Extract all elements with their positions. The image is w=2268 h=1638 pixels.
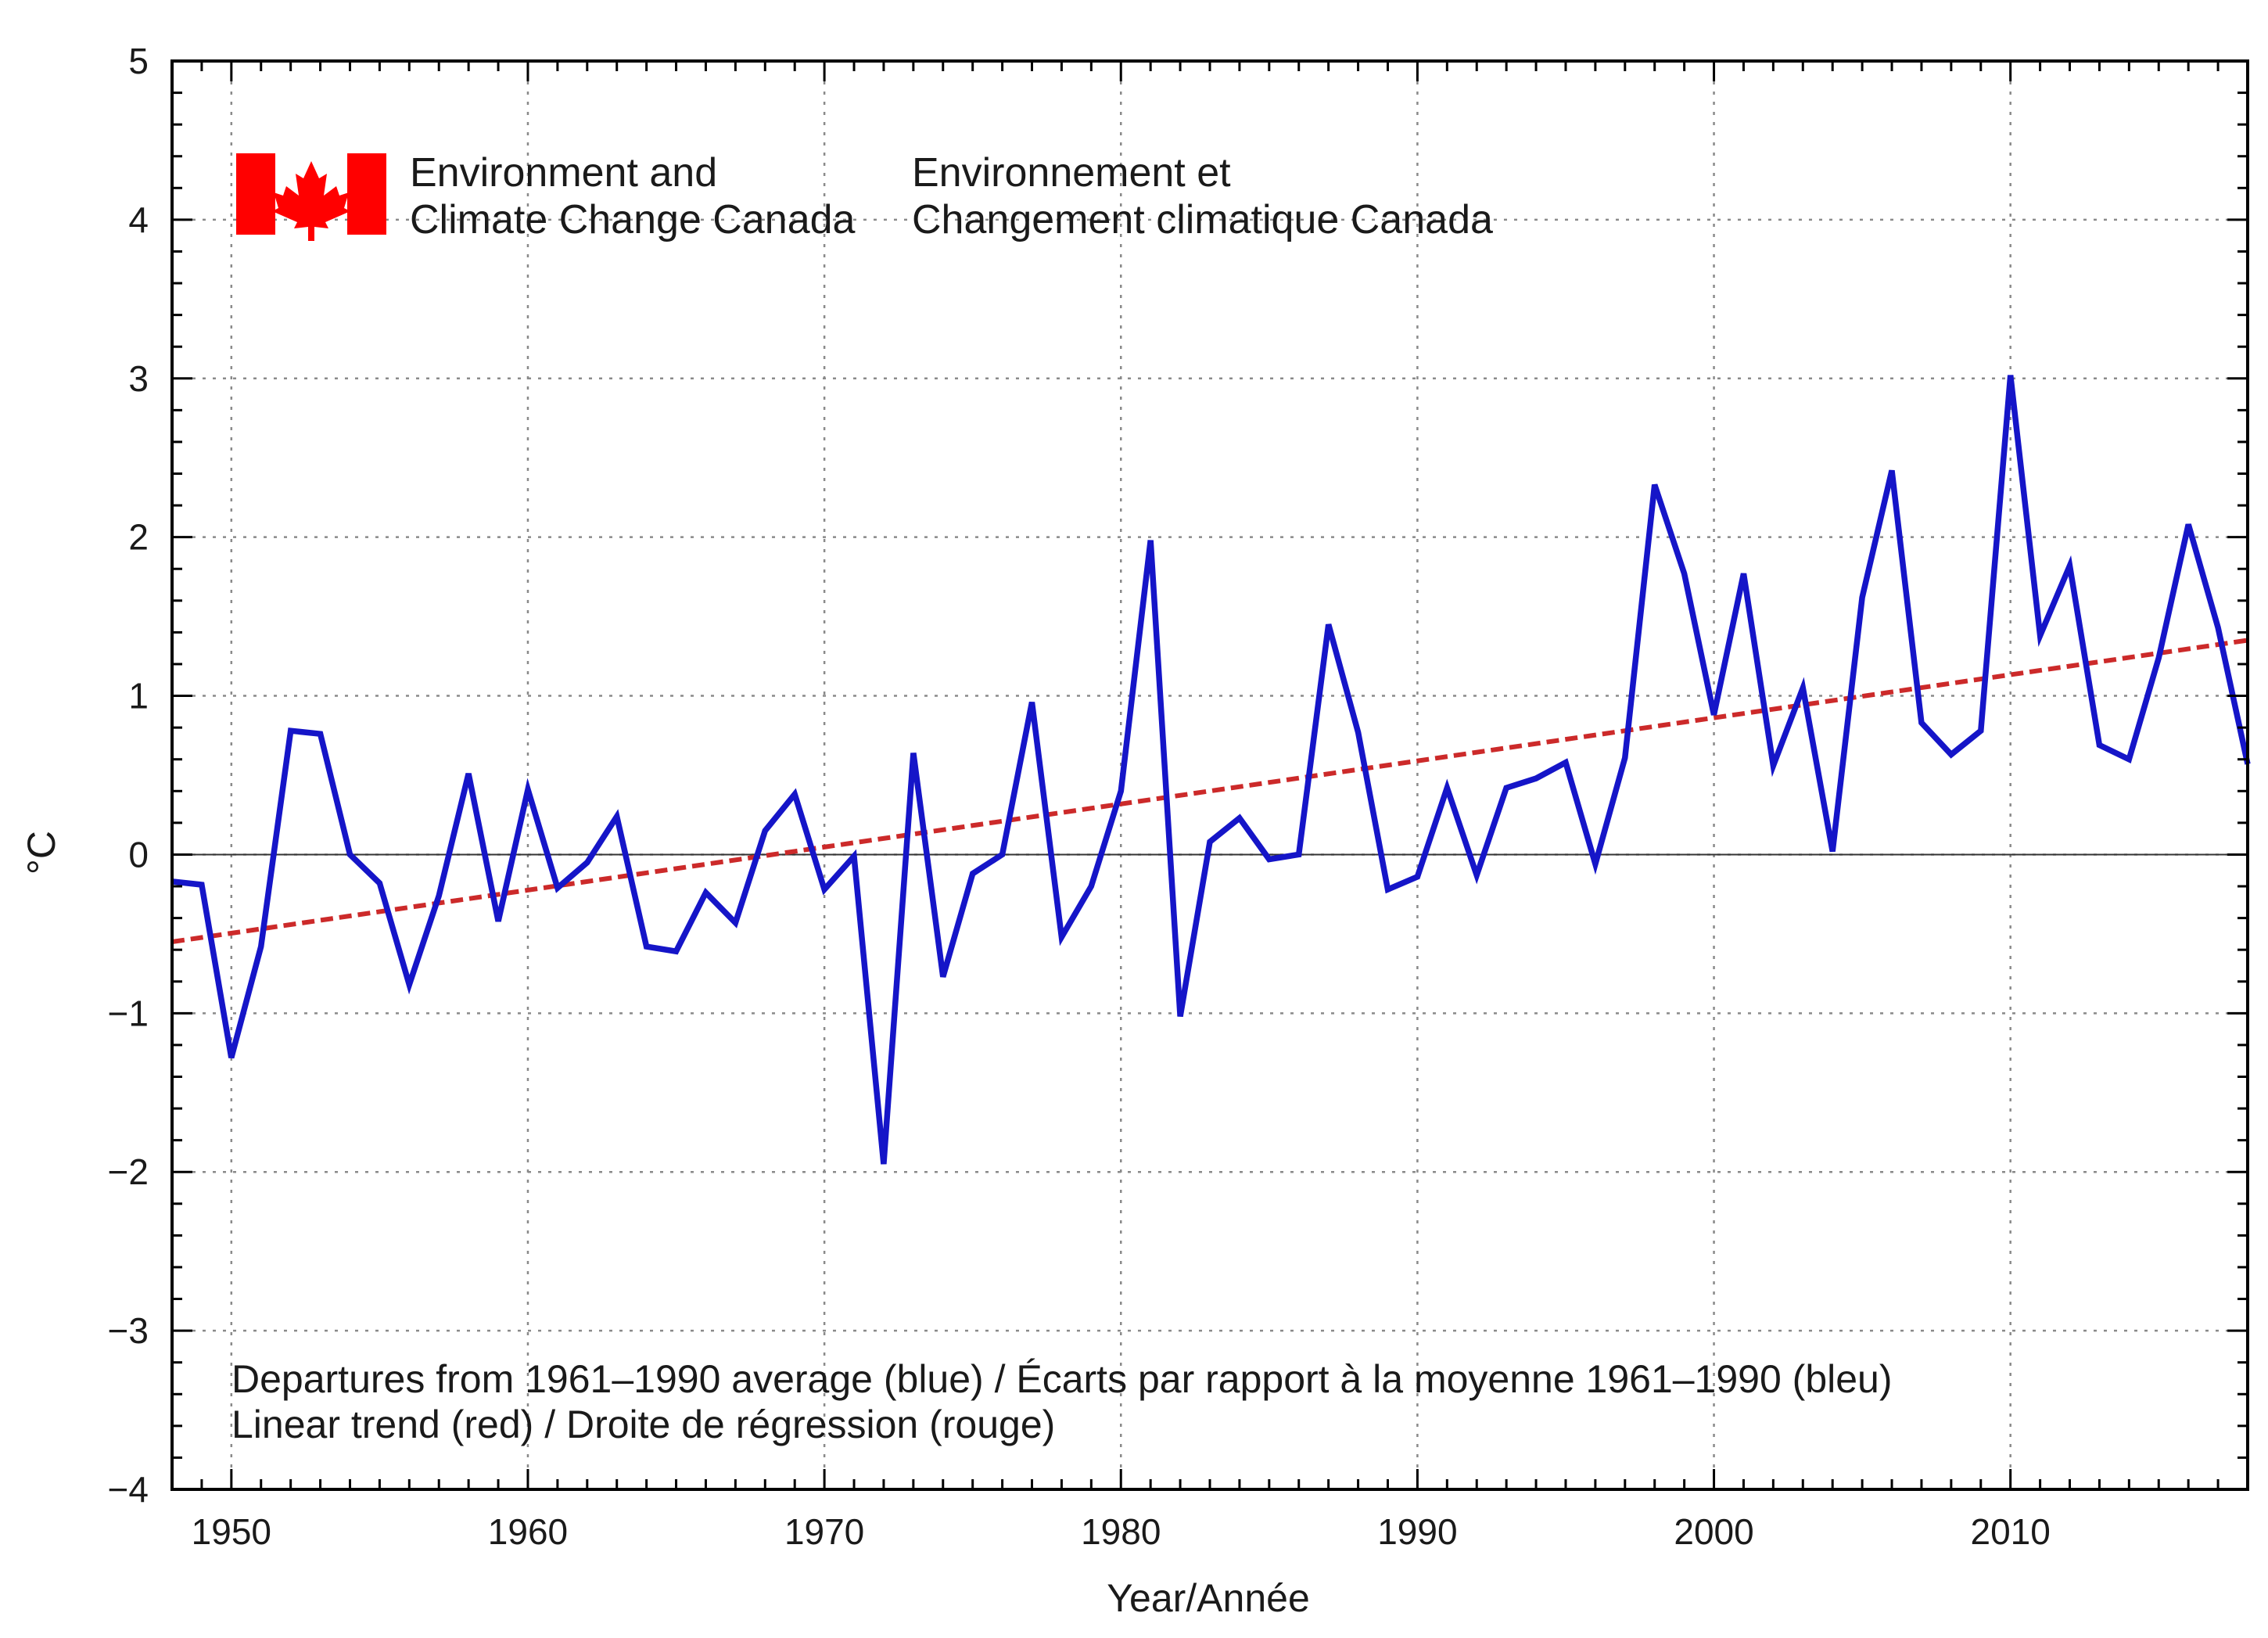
x-tick-label: 1980 xyxy=(1081,1511,1161,1552)
logo-en-line2: Climate Change Canada xyxy=(410,197,856,242)
trend-line xyxy=(171,638,2248,944)
logo-fr-line1: Environnement et xyxy=(912,150,1231,196)
departure-line xyxy=(171,375,2251,1165)
y-tick-labels: −4 −3 −2 −1 0 1 2 3 4 5 xyxy=(108,41,149,1510)
y-tick-label: −3 xyxy=(108,1310,149,1351)
y-axis-label: °C xyxy=(20,831,63,875)
y-tick-label: 1 xyxy=(128,676,149,717)
x-tick-label: 2010 xyxy=(1971,1511,2051,1552)
y-tick-label: 3 xyxy=(128,358,149,399)
x-tick-label: 2000 xyxy=(1674,1511,1753,1552)
y-tick-label: 4 xyxy=(128,199,149,240)
x-tick-label: 1990 xyxy=(1377,1511,1457,1552)
x-tick-label: 1970 xyxy=(784,1511,864,1552)
y-tick-label: −4 xyxy=(108,1469,149,1510)
logo-en-line1: Environment and xyxy=(410,150,717,196)
y-tick-label: 2 xyxy=(128,517,149,558)
y-tick-label: 0 xyxy=(128,834,149,875)
legend-line-2: Linear trend (red) / Droite de régressio… xyxy=(231,1403,1055,1446)
series-layer xyxy=(171,375,2251,1165)
ecc-logo: Environment and Climate Change Canada En… xyxy=(236,150,1493,242)
tick-marks xyxy=(170,59,2249,1491)
logo-fr-line2: Changement climatique Canada xyxy=(912,197,1493,242)
legend: Departures from 1961–1990 average (blue)… xyxy=(231,1357,1893,1446)
x-axis-label: Year/Année xyxy=(1107,1576,1310,1620)
y-tick-label: −2 xyxy=(108,1151,149,1192)
x-tick-label: 1950 xyxy=(192,1511,271,1552)
canada-flag-icon xyxy=(236,153,386,241)
y-tick-label: −1 xyxy=(108,993,149,1033)
y-tick-label: 5 xyxy=(128,41,149,81)
x-tick-label: 1960 xyxy=(488,1511,568,1552)
x-tick-labels: 1950 1960 1970 1980 1990 2000 2010 xyxy=(192,1511,2051,1552)
legend-line-1: Departures from 1961–1990 average (blue)… xyxy=(231,1357,1893,1401)
